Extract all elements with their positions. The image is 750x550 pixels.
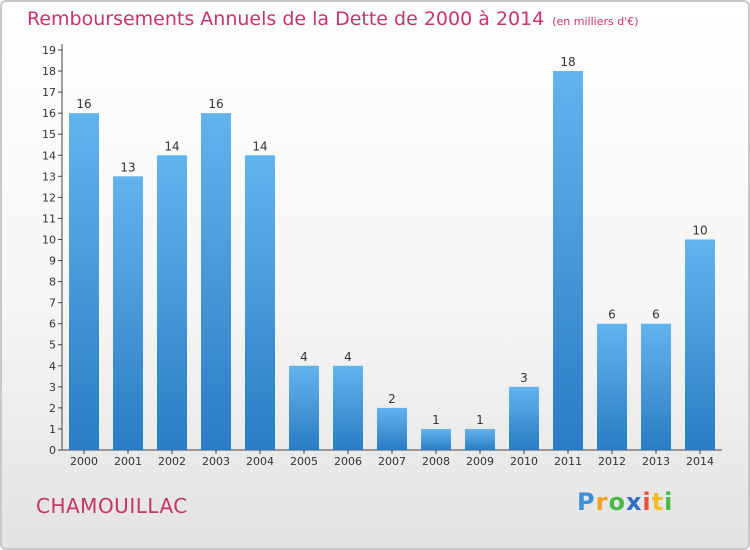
bar-2014 <box>685 239 715 450</box>
x-tick-label: 2005 <box>290 455 318 468</box>
y-tick-label: 5 <box>49 339 56 352</box>
data-label: 2 <box>388 392 396 406</box>
x-tick-label: 2013 <box>642 455 670 468</box>
logo-letter-x: x <box>625 488 643 516</box>
bar-2013 <box>641 323 671 450</box>
bar-2002 <box>157 155 187 450</box>
data-label: 1 <box>432 413 440 427</box>
data-label: 18 <box>560 55 575 69</box>
y-tick-label: 9 <box>49 255 56 268</box>
y-tick-label: 10 <box>42 233 56 246</box>
logo-letter-i: i <box>642 488 652 516</box>
bar-2004 <box>245 155 275 450</box>
y-tick-label: 4 <box>49 360 56 373</box>
y-tick-label: 3 <box>49 381 56 394</box>
x-tick-label: 2011 <box>554 455 582 468</box>
y-tick-label: 16 <box>42 107 56 120</box>
bar-2000 <box>69 113 99 450</box>
bar-2012 <box>597 323 627 450</box>
y-tick-label: 0 <box>49 444 56 457</box>
data-label: 16 <box>208 97 223 111</box>
x-tick-label: 2002 <box>158 455 186 468</box>
data-label: 4 <box>344 350 352 364</box>
logo-letter-i2: i <box>664 488 674 516</box>
data-label: 14 <box>164 139 179 153</box>
bar-2006 <box>333 365 363 450</box>
y-tick-label: 19 <box>42 44 56 57</box>
x-tick-label: 2008 <box>422 455 450 468</box>
x-tick-label: 2007 <box>378 455 406 468</box>
logo-letter-p: P <box>577 488 596 516</box>
y-tick-label: 7 <box>49 297 56 310</box>
y-tick-label: 18 <box>42 65 56 78</box>
y-tick-label: 6 <box>49 318 56 331</box>
x-tick-label: 2006 <box>334 455 362 468</box>
y-tick-label: 13 <box>42 170 56 183</box>
bar-2010 <box>509 386 539 450</box>
chart-subtitle: (en milliers d'€) <box>552 15 639 28</box>
data-label: 13 <box>120 160 135 174</box>
x-tick-label: 2009 <box>466 455 494 468</box>
x-tick-label: 2004 <box>246 455 274 468</box>
x-tick-label: 2001 <box>114 455 142 468</box>
y-tick-label: 15 <box>42 128 56 141</box>
bar-2011 <box>553 71 583 450</box>
data-label: 1 <box>476 413 484 427</box>
y-tick-label: 2 <box>49 402 56 415</box>
proxiti-logo[interactable]: Proxiti <box>577 488 673 516</box>
x-tick-label: 2003 <box>202 455 230 468</box>
data-label: 6 <box>608 308 616 322</box>
y-tick-label: 14 <box>42 149 56 162</box>
data-label: 4 <box>300 350 308 364</box>
logo-letter-r: r <box>595 488 609 516</box>
data-label: 14 <box>252 139 267 153</box>
chart-title: Remboursements Annuels de la Dette de 20… <box>27 8 639 30</box>
bar-2008 <box>421 428 451 450</box>
y-tick-label: 8 <box>49 276 56 289</box>
y-tick-label: 1 <box>49 423 56 436</box>
data-label: 6 <box>652 308 660 322</box>
bar-2005 <box>289 365 319 450</box>
commune-name: CHAMOUILLAC <box>36 494 188 518</box>
x-tick-label: 2012 <box>598 455 626 468</box>
x-tick-label: 2014 <box>686 455 714 468</box>
data-label: 3 <box>520 371 528 385</box>
x-tick-label: 2000 <box>70 455 98 468</box>
y-tick-label: 17 <box>42 86 56 99</box>
logo-letter-t: t <box>651 488 665 516</box>
x-tick-label: 2010 <box>510 455 538 468</box>
bar-2003 <box>201 113 231 450</box>
bar-2009 <box>465 428 495 450</box>
y-tick-label: 12 <box>42 191 56 204</box>
y-tick-label: 11 <box>42 212 56 225</box>
data-label: 10 <box>692 223 707 237</box>
logo-letter-o: o <box>608 488 626 516</box>
bar-2007 <box>377 407 407 450</box>
bar-2001 <box>113 176 143 450</box>
data-label: 16 <box>76 97 91 111</box>
